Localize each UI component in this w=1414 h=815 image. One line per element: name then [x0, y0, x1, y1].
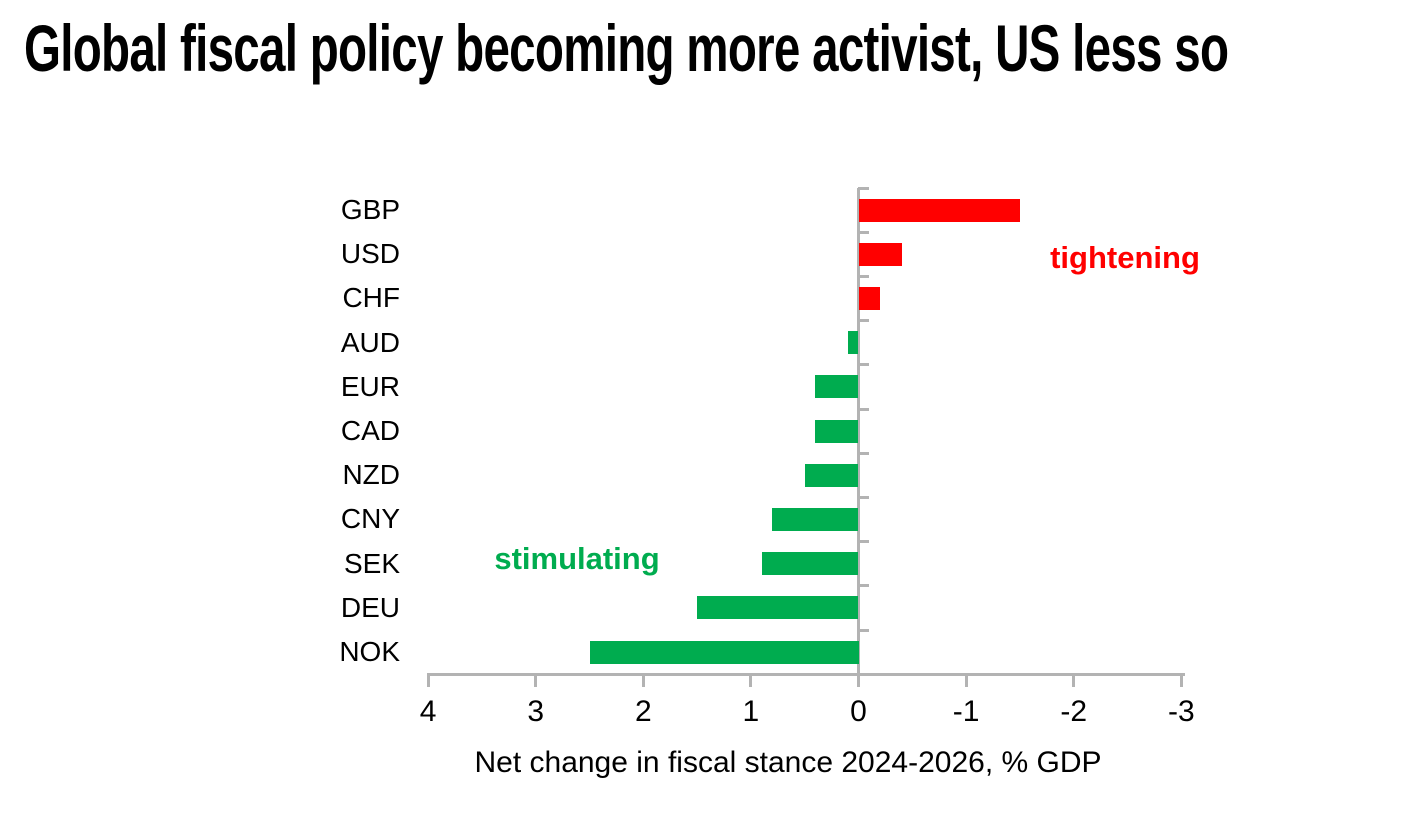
y-axis-tick — [858, 407, 869, 411]
y-axis-tick — [858, 363, 869, 367]
annotation-stimulating: stimulating — [494, 541, 660, 576]
x-tick-label--3: -3 — [1167, 695, 1195, 728]
bar-gbp — [858, 198, 1020, 222]
bar-chf — [858, 287, 881, 310]
x-axis-tick — [857, 675, 860, 687]
y-axis-tick — [858, 230, 869, 234]
category-label-gbp: GBP — [340, 194, 400, 226]
chart-title: Global fiscal policy becoming more activ… — [24, 11, 1229, 85]
x-tick-label--1: -1 — [952, 695, 980, 728]
x-tick-label-3: 3 — [527, 695, 545, 728]
category-label-eur: EUR — [340, 370, 400, 402]
category-label-sek: SEK — [343, 547, 400, 579]
y-axis-tick — [858, 495, 869, 499]
category-label-chf: CHF — [342, 282, 400, 314]
y-axis-tick — [858, 274, 869, 278]
x-axis-tick — [641, 675, 645, 687]
category-label-usd: USD — [340, 238, 400, 270]
x-tick-label-4: 4 — [419, 695, 437, 728]
bar-usd — [858, 242, 902, 266]
x-axis-tick — [964, 675, 968, 687]
annotation-tightening: tightening — [1050, 240, 1200, 275]
x-tick-label-2: 2 — [634, 695, 652, 728]
bar-cny — [772, 508, 859, 531]
bar-deu — [697, 596, 859, 620]
x-axis-title: Net change in fiscal stance 2024-2026, %… — [474, 746, 1102, 779]
y-axis-tick — [858, 672, 869, 676]
x-axis-tick — [426, 675, 430, 687]
bar-nzd — [804, 463, 859, 487]
y-axis-tick — [858, 540, 869, 544]
x-tick-label--2: -2 — [1060, 695, 1088, 728]
category-label-cad: CAD — [340, 415, 400, 447]
bar-sek — [761, 552, 859, 576]
x-tick-label-1: 1 — [742, 695, 760, 728]
y-axis-tick — [858, 319, 869, 323]
y-axis-tick — [858, 628, 869, 632]
y-axis-tick — [858, 584, 869, 588]
category-label-cny: CNY — [340, 503, 400, 535]
bar-eur — [815, 375, 859, 399]
x-tick-label-0: 0 — [850, 695, 867, 728]
zero-axis-line — [857, 188, 860, 686]
y-axis-tick — [858, 186, 869, 190]
y-axis-tick — [858, 451, 869, 455]
x-axis-tick — [1072, 675, 1076, 687]
category-label-deu: DEU — [340, 591, 400, 623]
bar-aud — [847, 331, 859, 355]
x-axis-line — [427, 673, 1185, 676]
bar-cad — [815, 419, 859, 443]
x-axis-tick — [749, 675, 753, 687]
category-label-nzd: NZD — [342, 459, 400, 491]
bar-nok — [589, 640, 859, 664]
x-axis-tick — [534, 675, 538, 687]
x-axis-tick — [1179, 675, 1183, 687]
category-label-nok: NOK — [339, 636, 400, 668]
category-label-aud: AUD — [340, 326, 400, 358]
